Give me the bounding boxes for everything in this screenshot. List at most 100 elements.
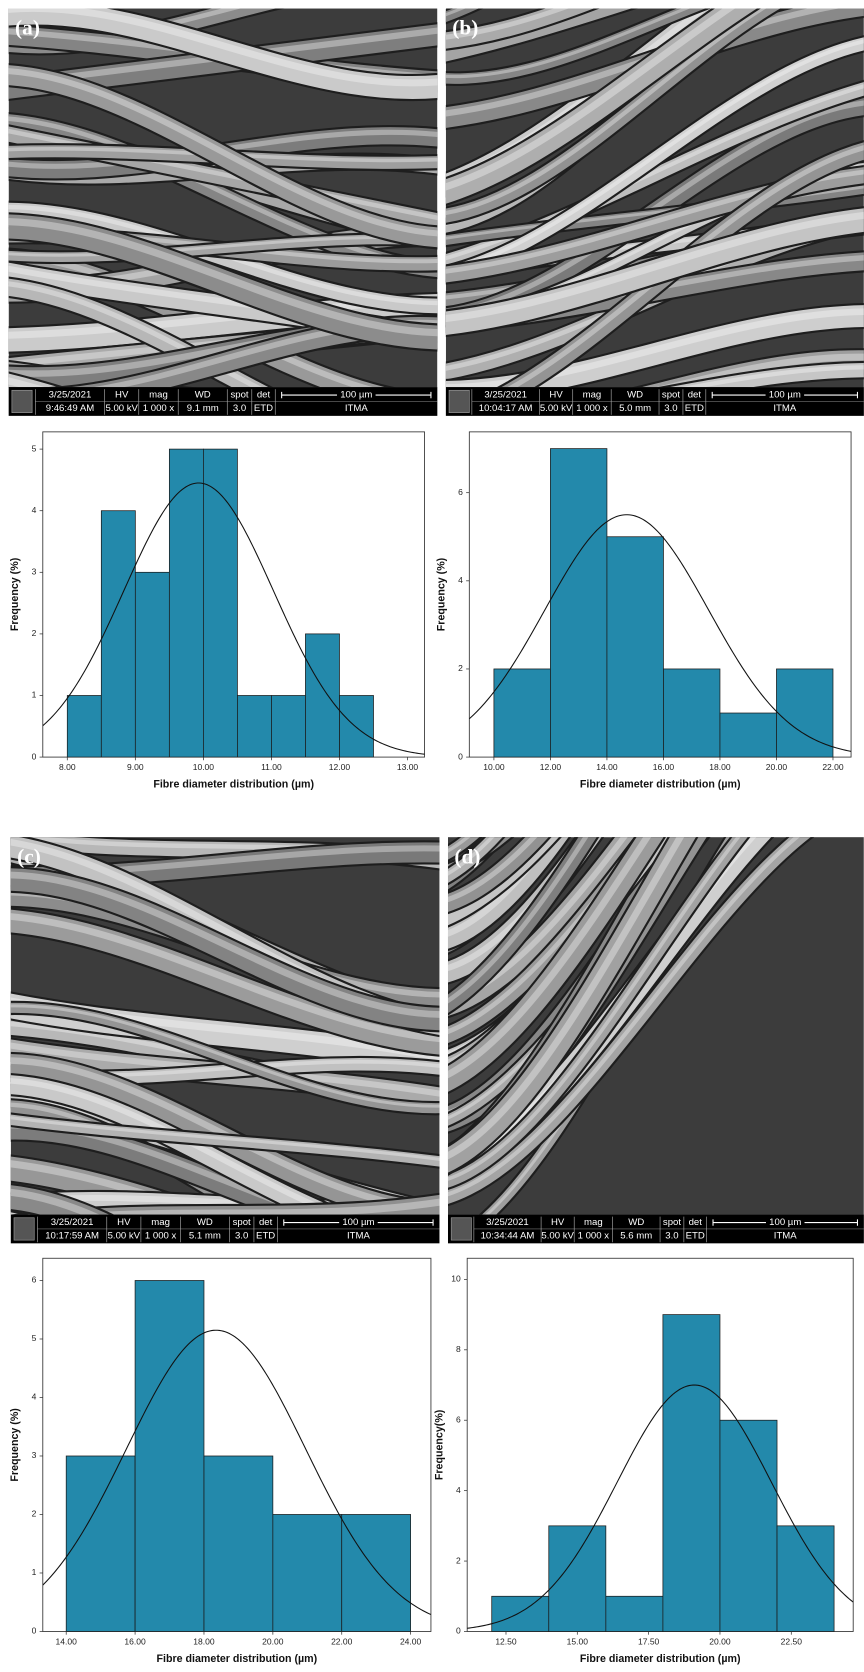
fibre bbox=[445, 305, 864, 388]
info-org: ITMA bbox=[774, 1230, 797, 1241]
info-time: 10:04:17 AM bbox=[479, 403, 533, 414]
info-value: 5.00 kV bbox=[105, 403, 138, 414]
info-time: 10:34:44 AM bbox=[481, 1230, 535, 1241]
x-tick-label: 11.00 bbox=[261, 762, 282, 772]
bar bbox=[663, 668, 721, 758]
x-tick-label: 20.00 bbox=[766, 762, 788, 772]
x-tick-label: 8.00 bbox=[59, 762, 76, 772]
fibre-highlight bbox=[10, 1004, 440, 1108]
y-tick-label: 10 bbox=[451, 1274, 461, 1284]
info-value: 5.00 kV bbox=[108, 1230, 141, 1241]
fibre-highlight bbox=[447, 837, 591, 971]
panel-label: (c) bbox=[17, 844, 41, 868]
fibre-highlight bbox=[8, 217, 438, 337]
x-tick-label: 10.00 bbox=[483, 762, 505, 772]
info-value: 5.00 kV bbox=[541, 1230, 574, 1241]
info-value: ETD bbox=[686, 1230, 705, 1241]
scale-label-bg bbox=[337, 389, 376, 401]
fibre-highlight bbox=[10, 1116, 440, 1161]
sem-image bbox=[8, 8, 438, 388]
fibre bbox=[10, 868, 440, 1031]
x-tick-label: 15.00 bbox=[567, 1636, 589, 1646]
fibre bbox=[10, 1185, 109, 1215]
y-tick-label: 0 bbox=[32, 751, 37, 761]
fibre-highlight bbox=[10, 871, 440, 1018]
bar bbox=[550, 448, 608, 758]
fibre bbox=[8, 126, 438, 229]
y-tick-label: 2 bbox=[32, 1509, 37, 1519]
fibre bbox=[447, 837, 597, 1013]
scale-label-bg bbox=[765, 389, 805, 401]
info-date: 3/25/2021 bbox=[51, 1217, 94, 1228]
fibre bbox=[447, 837, 656, 1043]
info-date: 3/25/2021 bbox=[49, 390, 92, 401]
info-value: 3.0 bbox=[233, 403, 246, 414]
x-tick-label: 20.00 bbox=[709, 1636, 731, 1646]
x-tick-label: 22.50 bbox=[781, 1636, 803, 1646]
scale-label-bg bbox=[339, 1217, 378, 1229]
info-header: mag bbox=[583, 390, 602, 401]
bar bbox=[341, 1514, 411, 1632]
info-org: ITMA bbox=[773, 403, 796, 414]
y-axis-title: Frequency (%) bbox=[435, 557, 447, 631]
fibre bbox=[10, 1114, 440, 1167]
bar bbox=[65, 1455, 136, 1632]
bar bbox=[134, 571, 170, 758]
x-tick-label: 12.00 bbox=[540, 762, 562, 772]
bar bbox=[719, 712, 777, 758]
y-tick-label: 4 bbox=[456, 1485, 461, 1495]
fibre bbox=[8, 65, 438, 248]
bar bbox=[339, 695, 374, 758]
scale-label: 100 µm bbox=[340, 390, 372, 401]
bar bbox=[776, 1525, 835, 1632]
normal-curve bbox=[42, 1329, 431, 1616]
y-tick-label: 1 bbox=[32, 690, 37, 700]
x-axis-title: Fibre diameter distribution (µm) bbox=[580, 779, 741, 791]
info-value: 5.1 mm bbox=[189, 1230, 221, 1241]
fibre-highlight bbox=[8, 8, 438, 87]
info-value: 3.0 bbox=[664, 403, 677, 414]
y-tick-label: 2 bbox=[456, 1555, 461, 1565]
info-header: WD bbox=[197, 1217, 213, 1228]
info-value: 3.0 bbox=[235, 1230, 248, 1241]
x-tick-label: 22.00 bbox=[331, 1636, 353, 1646]
fibre bbox=[445, 8, 706, 84]
fibre bbox=[447, 837, 569, 949]
info-header: HV bbox=[549, 390, 563, 401]
sem-image bbox=[10, 837, 440, 1215]
scale-label: 100 µm bbox=[342, 1217, 374, 1228]
bar bbox=[606, 536, 664, 758]
info-header: det bbox=[259, 1217, 273, 1228]
bar bbox=[168, 448, 204, 758]
fibre bbox=[8, 214, 438, 350]
y-tick-label: 6 bbox=[32, 1275, 37, 1285]
info-header: spot bbox=[662, 390, 680, 401]
panel-label: (a) bbox=[15, 16, 40, 40]
fibre-highlight bbox=[447, 837, 801, 1197]
fibre bbox=[447, 837, 602, 983]
bar bbox=[548, 1525, 607, 1632]
bar bbox=[66, 695, 102, 758]
fibre-highlight bbox=[445, 84, 864, 261]
fibre-highlight bbox=[447, 837, 685, 1160]
fibre-highlight bbox=[447, 837, 495, 876]
y-tick-label: 1 bbox=[32, 1567, 37, 1577]
fibre bbox=[8, 8, 438, 100]
fibre bbox=[447, 837, 549, 912]
scale-label: 100 µm bbox=[769, 1217, 801, 1228]
info-header: HV bbox=[115, 390, 129, 401]
logo bbox=[13, 1217, 35, 1241]
fibre-highlight bbox=[445, 308, 864, 388]
info-header: WD bbox=[628, 1217, 644, 1228]
bar bbox=[134, 1280, 205, 1632]
fibre-highlight bbox=[445, 185, 864, 240]
fibre-highlight bbox=[445, 8, 690, 78]
info-time: 10:17:59 AM bbox=[45, 1230, 99, 1241]
info-time: 9:46:49 AM bbox=[46, 403, 94, 414]
bar bbox=[203, 448, 238, 758]
info-value: ETD bbox=[685, 403, 704, 414]
fibre-highlight bbox=[8, 129, 438, 220]
fibre-highlight bbox=[656, 353, 864, 388]
scale-label: 100 µm bbox=[769, 390, 801, 401]
